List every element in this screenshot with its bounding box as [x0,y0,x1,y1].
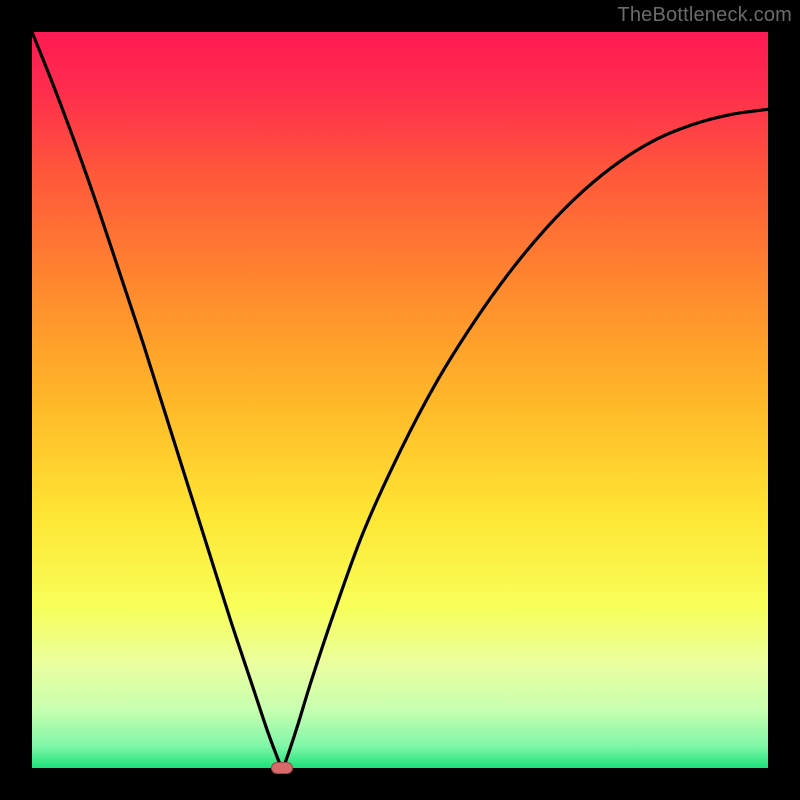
frame-border-right [768,0,800,800]
plot-area [32,32,768,768]
bottleneck-curve [32,32,768,768]
chart-frame: TheBottleneck.com [0,0,800,800]
minimum-marker [271,762,293,774]
frame-border-bottom [0,768,800,800]
frame-border-left [0,0,32,800]
watermark-text: TheBottleneck.com [617,4,792,27]
